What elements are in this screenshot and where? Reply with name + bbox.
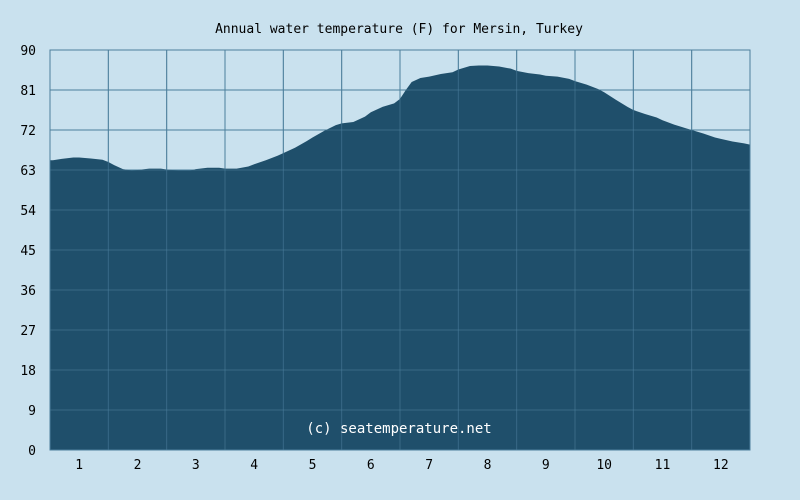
x-tick-label: 3 [192, 458, 200, 473]
x-tick-label: 7 [425, 458, 433, 473]
y-tick-label: 63 [20, 164, 36, 179]
x-tick-label: 4 [250, 458, 258, 473]
x-tick-label: 6 [367, 458, 375, 473]
plot-border [49, 49, 751, 451]
x-tick-label: 11 [655, 458, 671, 473]
y-tick-label: 72 [20, 124, 36, 139]
x-tick-label: 12 [713, 458, 729, 473]
y-tick-label: 0 [28, 444, 36, 459]
y-tick-label: 81 [20, 84, 36, 99]
x-axis-ticks: 1 2 3 4 5 6 7 8 9 10 11 12 [75, 458, 728, 473]
y-tick-label: 54 [20, 204, 36, 219]
y-axis-ticks: 0 9 18 27 36 45 54 63 72 81 90 [20, 44, 36, 459]
y-tick-label: 36 [20, 284, 36, 299]
x-tick-label: 5 [309, 458, 317, 473]
x-tick-label: 8 [484, 458, 492, 473]
y-tick-label: 9 [28, 404, 36, 419]
x-tick-label: 9 [542, 458, 550, 473]
y-tick-label: 18 [20, 364, 36, 379]
chart-title: Annual water temperature (F) for Mersin,… [215, 22, 583, 37]
y-tick-label: 90 [20, 44, 36, 59]
x-tick-label: 10 [596, 458, 612, 473]
y-tick-label: 27 [20, 324, 36, 339]
x-tick-label: 2 [134, 458, 142, 473]
y-tick-label: 45 [20, 244, 36, 259]
credit-annotation: (c) seatemperature.net [306, 421, 491, 437]
x-tick-label: 1 [75, 458, 83, 473]
grid-lines-over-area [50, 49, 750, 451]
